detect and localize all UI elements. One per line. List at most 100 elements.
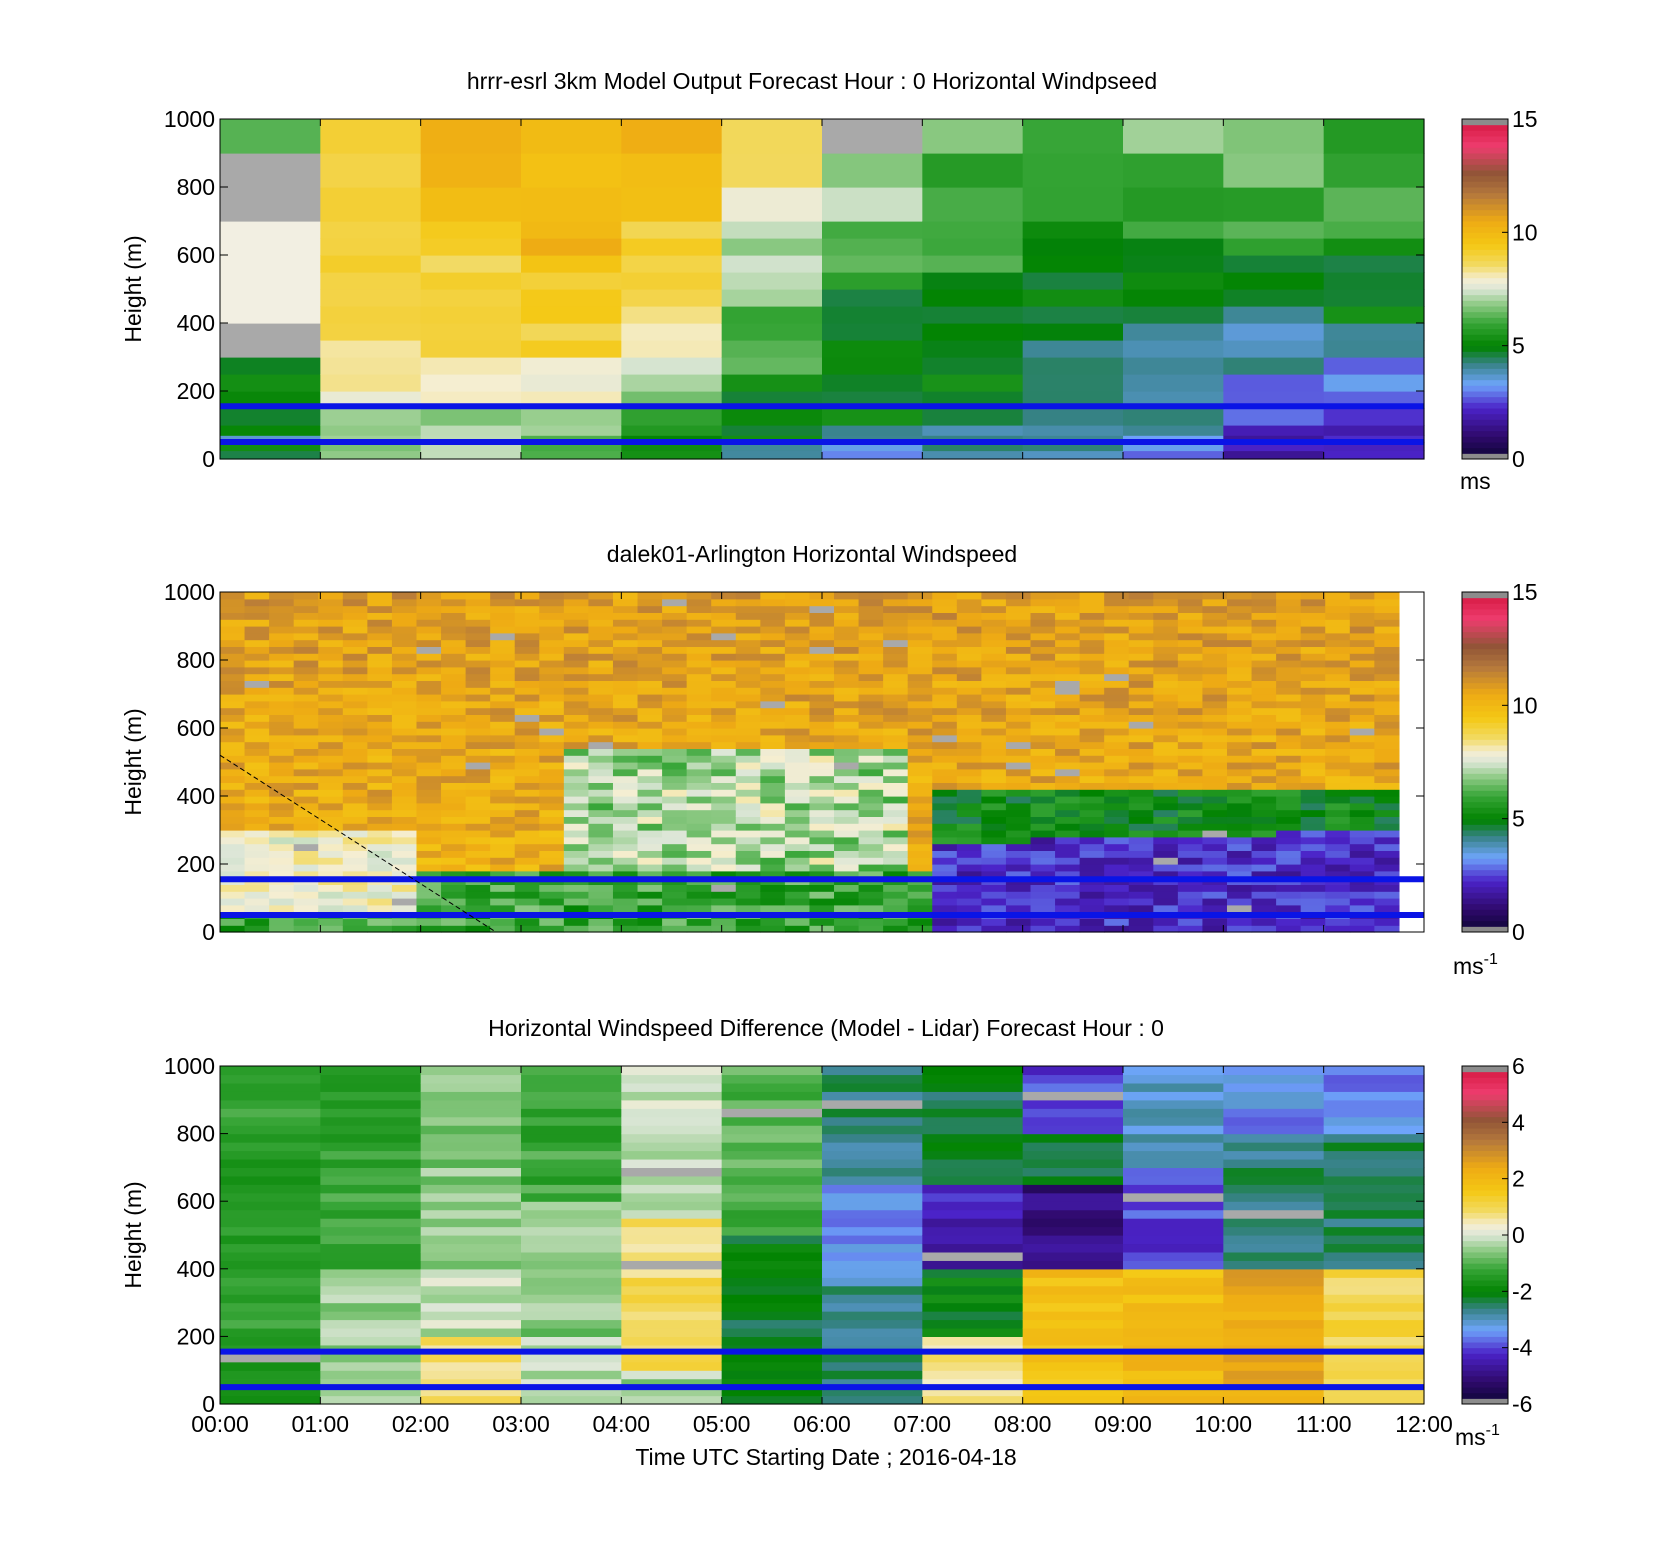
heatmap-cell [220, 1294, 321, 1304]
y-tick-label: 0 [202, 919, 215, 945]
x-tick-label: 01:00 [292, 1411, 350, 1437]
heatmap-cell [1123, 1285, 1224, 1295]
heatmap-cell [293, 816, 319, 824]
colorbar-segment [1462, 711, 1508, 718]
heatmap-cell [441, 796, 467, 804]
lidar-windspeed-panel: dalek01-Arlington Horizontal Windspeed 0… [120, 541, 1538, 979]
heatmap-cell [1022, 1091, 1124, 1101]
heatmap-cell [784, 687, 811, 695]
heatmap-cell [1374, 789, 1400, 797]
heatmap-cell [883, 653, 909, 661]
heatmap-cell [521, 435, 622, 443]
heatmap-cell [521, 272, 622, 290]
heatmap-cell [662, 809, 688, 817]
heatmap-cell [539, 843, 565, 851]
heatmap-cell [588, 925, 614, 933]
heatmap-cell [637, 639, 663, 647]
heatmap-cell [956, 796, 982, 804]
heatmap-cell [1030, 904, 1056, 913]
heatmap-cell [391, 843, 418, 851]
heatmap-cell [1153, 728, 1179, 736]
heatmap-cell [1251, 734, 1277, 743]
heatmap-cell [883, 816, 909, 824]
colorbar-segment [1462, 597, 1508, 604]
heatmap-cell [1153, 755, 1179, 763]
heatmap-cell [834, 830, 860, 838]
heatmap-cell [521, 238, 622, 256]
heatmap-cell [1300, 741, 1326, 749]
heatmap-cell [420, 272, 522, 290]
heatmap-cell [220, 1235, 321, 1245]
heatmap-cell [420, 1125, 522, 1135]
heatmap-cell [220, 1243, 321, 1253]
heatmap-cell [1079, 598, 1105, 607]
heatmap-cell [1079, 694, 1105, 702]
heatmap-cell [612, 768, 639, 777]
heatmap-cell [883, 768, 909, 777]
heatmap-cell [1202, 884, 1228, 892]
heatmap-cell [621, 1150, 723, 1160]
heatmap-cell [1055, 898, 1081, 906]
heatmap-cell [220, 612, 246, 620]
heatmap-cell [318, 639, 344, 647]
colorbar-segment [1462, 1206, 1508, 1213]
heatmap-cell [1323, 1353, 1425, 1363]
heatmap-cell [637, 857, 663, 865]
heatmap-cell [1022, 1387, 1124, 1397]
heatmap-cell [612, 850, 639, 858]
heatmap-cell [269, 626, 295, 634]
heatmap-cell [686, 694, 712, 702]
heatmap-cell [907, 721, 933, 729]
heatmap-cell [662, 734, 688, 743]
heatmap-cell [1022, 1150, 1124, 1160]
heatmap-cell [1128, 918, 1154, 926]
heatmap-cell [1030, 898, 1056, 906]
heatmap-cell [416, 734, 442, 743]
heatmap-cell [269, 687, 295, 695]
heatmap-cell [416, 864, 442, 872]
heatmap-cell [932, 789, 958, 797]
heatmap-cell [1104, 857, 1130, 865]
heatmap-cell [220, 721, 246, 729]
heatmap-cell [1123, 1243, 1224, 1253]
heatmap-cell [269, 632, 295, 641]
heatmap-cell [1226, 660, 1253, 668]
heatmap-cell [883, 612, 909, 620]
heatmap-cell [1123, 1361, 1224, 1371]
heatmap-cell [1226, 741, 1253, 749]
heatmap-cell [834, 762, 860, 770]
heatmap-cell [220, 1395, 321, 1405]
heatmap-cell [1323, 1319, 1425, 1329]
heatmap-cell [1104, 700, 1130, 709]
heatmap-cell [1300, 605, 1326, 613]
heatmap-cell [956, 612, 982, 620]
heatmap-cell [293, 762, 319, 770]
colorbar-segment [1462, 1066, 1508, 1073]
heatmap-cell [1374, 721, 1400, 729]
heatmap-cell [441, 789, 467, 797]
heatmap-cell [1251, 775, 1277, 783]
heatmap-cell [809, 598, 835, 607]
heatmap-cell [637, 830, 663, 838]
heatmap-cell [1022, 1353, 1124, 1363]
colorbar-tick-label: 5 [1512, 806, 1525, 832]
heatmap-cell [521, 1158, 622, 1168]
heatmap-cell [563, 898, 590, 906]
heatmap-cell [735, 782, 761, 790]
heatmap-cell [637, 904, 663, 913]
heatmap-cell [956, 762, 982, 770]
heatmap-cell [1251, 796, 1277, 804]
heatmap-cell [922, 1243, 1024, 1253]
heatmap-cell [932, 694, 958, 702]
heatmap-cell [637, 850, 663, 858]
heatmap-cell [662, 748, 688, 756]
heatmap-cell [1104, 592, 1130, 600]
heatmap-cell [1030, 619, 1056, 627]
heatmap-cell [465, 850, 491, 858]
colorbar-tick-label: -2 [1512, 1278, 1532, 1304]
heatmap-cell [1128, 605, 1154, 613]
heatmap-cell [1030, 734, 1056, 743]
colorbar-segment [1462, 238, 1508, 245]
heatmap-cell [420, 435, 522, 443]
